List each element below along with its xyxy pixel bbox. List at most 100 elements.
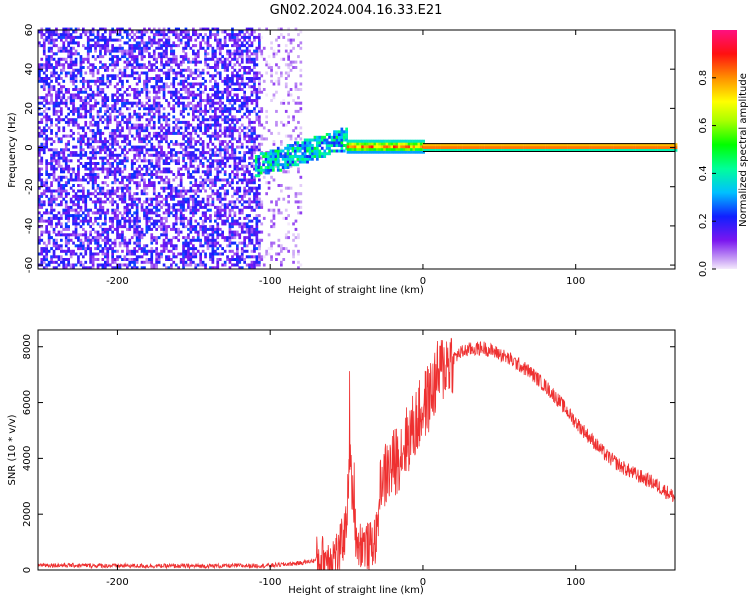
heatmap-cell: [236, 162, 239, 165]
heatmap-cell: [267, 160, 270, 164]
heatmap-cell: [143, 173, 146, 176]
heatmap-cell: [296, 163, 300, 167]
heatmap-cell: [284, 233, 288, 237]
heatmap-cell: [69, 77, 73, 80]
heatmap-cell: [262, 160, 265, 164]
heatmap-cell: [216, 38, 220, 42]
heatmap-cell: [258, 79, 261, 83]
heatmap-cell: [89, 175, 92, 179]
heatmap-cell: [111, 181, 114, 185]
heatmap-cell: [130, 167, 134, 171]
heatmap-cell: [201, 260, 205, 264]
heatmap-cell: [157, 126, 161, 130]
heatmap-cell: [223, 208, 227, 212]
heatmap-cell: [128, 216, 132, 220]
heatmap-cell: [240, 35, 244, 39]
heatmap-cell: [148, 167, 151, 171]
heatmap-cell: [86, 41, 90, 45]
heatmap-cell: [233, 162, 237, 165]
heatmap-cell: [214, 90, 217, 94]
heatmap-cell: [189, 208, 193, 212]
heatmap-cell: [265, 137, 268, 141]
heatmap-cell: [106, 170, 110, 174]
heatmap-cell: [276, 168, 280, 172]
heatmap-cell: [106, 44, 110, 48]
heatmap-cell: [91, 227, 95, 231]
heatmap-cell: [172, 55, 176, 59]
heatmap-cell: [260, 222, 264, 226]
heatmap-cell: [47, 137, 51, 141]
heatmap-cell: [238, 140, 242, 144]
heatmap-cell: [253, 129, 256, 133]
heatmap-cell: [296, 149, 300, 153]
heatmap-cell: [333, 138, 336, 142]
heatmap-cell: [218, 96, 222, 100]
heatmap-cell: [172, 208, 176, 212]
heatmap-cell: [86, 222, 90, 226]
heatmap-cell: [104, 126, 107, 130]
heatmap-cell: [118, 71, 122, 75]
heatmap-cell: [152, 104, 156, 108]
heatmap-cell: [116, 162, 119, 165]
heatmap-cell: [135, 66, 139, 69]
heatmap-cell: [69, 208, 73, 212]
heatmap-cell: [243, 244, 246, 248]
heatmap-cell: [42, 184, 46, 187]
heatmap-cell: [111, 260, 114, 264]
heatmap-cell: [196, 233, 200, 237]
heatmap-cell: [165, 153, 168, 157]
heatmap-cell: [135, 197, 139, 201]
heatmap-cell: [172, 120, 176, 124]
heatmap-cell: [121, 35, 124, 39]
heatmap-cell: [170, 96, 173, 100]
heatmap-cell: [123, 68, 127, 72]
heatmap-cell: [172, 153, 176, 157]
heatmap-cell: [99, 93, 102, 97]
heatmap-cell: [189, 140, 193, 144]
heatmap-cell: [228, 129, 232, 133]
heatmap-cell: [231, 142, 234, 146]
heatmap-cell: [216, 115, 220, 119]
heatmap-cell: [89, 164, 92, 168]
heatmap-cell: [82, 211, 85, 215]
heatmap-cell: [277, 197, 281, 201]
heatmap-cell: [182, 49, 185, 53]
heatmap-cell: [209, 178, 212, 182]
heatmap-cell: [86, 46, 90, 50]
heatmap-cell: [121, 170, 124, 174]
heatmap-cell: [298, 160, 302, 164]
heatmap-cell: [172, 57, 176, 61]
heatmap-cell: [240, 178, 244, 182]
heatmap-cell: [157, 85, 161, 89]
heatmap-cell: [42, 44, 46, 48]
heatmap-cell: [84, 123, 88, 127]
heatmap-cell: [248, 112, 251, 116]
heatmap-cell: [211, 55, 215, 59]
heatmap-cell: [50, 131, 53, 135]
heatmap-cell: [118, 162, 122, 165]
heatmap-cell: [106, 148, 110, 152]
heatmap-cell: [184, 35, 188, 39]
heatmap-cell: [179, 109, 183, 113]
heatmap-cell: [91, 44, 95, 48]
heatmap-cell: [223, 82, 227, 86]
heatmap-cell: [47, 38, 51, 42]
heatmap-cell: [245, 181, 249, 185]
heatmap-cell: [260, 200, 264, 204]
heatmap-cell: [160, 44, 163, 48]
heatmap-cell: [133, 148, 136, 152]
heatmap-cell: [240, 41, 244, 45]
heatmap-cell: [233, 101, 237, 105]
heatmap-cell: [138, 107, 141, 111]
heatmap-cell: [42, 46, 46, 50]
heatmap-cell: [189, 216, 193, 220]
heatmap-cell: [192, 214, 195, 218]
heatmap-cell: [221, 162, 224, 165]
heatmap-cell: [111, 77, 114, 80]
heatmap-cell: [204, 170, 207, 174]
heatmap-cell: [199, 153, 202, 157]
heatmap-cell: [157, 112, 161, 116]
heatmap-cell: [187, 137, 190, 141]
heatmap-cell: [104, 181, 107, 185]
heatmap-cell: [189, 137, 193, 141]
